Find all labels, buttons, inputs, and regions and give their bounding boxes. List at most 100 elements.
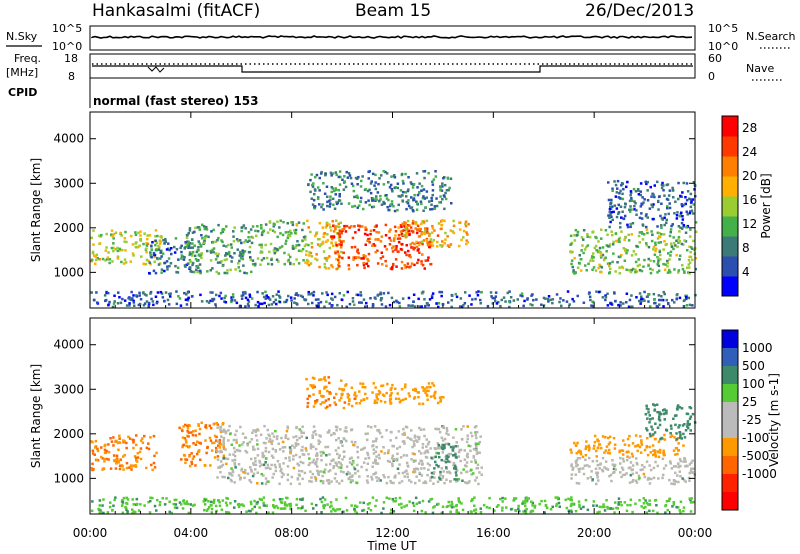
scatter-cell [211, 441, 214, 445]
scatter-cell [383, 400, 387, 404]
scatter-cell [231, 459, 234, 462]
scatter-cell [250, 235, 253, 239]
scatter-cell [448, 460, 452, 464]
scatter-cell [114, 496, 117, 499]
scatter-cell [368, 502, 371, 505]
scatter-cell [634, 268, 637, 271]
scatter-cell [431, 180, 434, 183]
scatter-cell [607, 245, 610, 248]
scatter-cell [426, 259, 430, 262]
scatter-cell [330, 235, 333, 238]
scatter-cell [321, 480, 325, 483]
scatter-cell [411, 222, 415, 225]
scatter-cell [438, 476, 441, 479]
scatter-cell [674, 453, 677, 456]
scatter-cell [390, 508, 393, 512]
scatter-cell [364, 188, 368, 191]
scatter-cell [691, 459, 694, 462]
scatter-cell [262, 474, 265, 477]
scatter-cell [256, 447, 260, 451]
scatter-cell [680, 437, 683, 440]
scatter-cell [686, 213, 689, 216]
scatter-cell [622, 439, 625, 442]
scatter-cell [297, 243, 301, 247]
scatter-cell [320, 394, 323, 398]
scatter-cell [166, 298, 170, 302]
scatter-cell [432, 506, 435, 509]
scatter-cell [650, 425, 653, 428]
scatter-cell [373, 244, 377, 247]
scatter-cell [337, 261, 341, 264]
scatter-cell [356, 469, 360, 473]
scatter-cell [513, 497, 516, 501]
scatter-cell [315, 399, 319, 402]
scatter-cell [260, 233, 264, 237]
scatter-cell [374, 238, 377, 241]
scatter-cell [371, 199, 375, 202]
scatter-cell [408, 266, 411, 269]
scatter-cell [466, 425, 469, 428]
scatter-cell [406, 475, 409, 479]
nsky-label: N.Sky [6, 30, 38, 43]
scatter-cell [398, 481, 401, 485]
scatter-cell [616, 507, 619, 510]
scatter-cell [232, 235, 235, 238]
scatter-cell [293, 301, 296, 304]
scatter-cell [274, 469, 278, 473]
scatter-cell [233, 481, 236, 484]
scatter-cell [595, 449, 598, 453]
scatter-cell [334, 509, 337, 513]
scatter-cell [219, 426, 223, 429]
scatter-cell [385, 264, 388, 268]
scatter-cell [391, 462, 394, 465]
scatter-cell [230, 298, 234, 302]
scatter-cell [396, 467, 400, 470]
scatter-cell [601, 246, 605, 249]
scatter-cell [651, 453, 655, 457]
scatter-cell [355, 505, 359, 508]
scatter-cell [220, 508, 224, 511]
scatter-cell [337, 188, 341, 192]
scatter-cell [128, 437, 132, 440]
y-tick-label: 4000 [53, 338, 84, 352]
scatter-cell [421, 499, 425, 503]
scatter-cell [247, 509, 251, 513]
scatter-cell [159, 240, 162, 243]
scatter-cell [389, 394, 392, 397]
scatter-cell [314, 257, 317, 261]
scatter-cell [286, 260, 290, 263]
scatter-cell [624, 235, 627, 239]
scatter-cell [325, 185, 329, 188]
scatter-cell [275, 437, 279, 441]
scatter-cell [682, 506, 686, 509]
scatter-cell [569, 234, 573, 238]
scatter-cell [656, 237, 660, 240]
scatter-cell [115, 462, 118, 465]
scatter-cell [645, 427, 648, 430]
scatter-cell [225, 504, 229, 507]
scatter-cell [315, 231, 319, 234]
scatter-cell [222, 447, 226, 450]
scatter-cell [242, 264, 245, 267]
scatter-cell [672, 417, 675, 420]
scatter-cell [626, 223, 629, 227]
scatter-cell [333, 295, 337, 299]
scatter-cell [207, 506, 211, 509]
scatter-cell [403, 442, 406, 445]
scatter-cell [258, 464, 262, 468]
scatter-cell [207, 235, 210, 239]
scatter-cell [629, 498, 633, 501]
scatter-cell [619, 189, 622, 193]
scatter-cell [135, 497, 139, 501]
scatter-cell [627, 239, 631, 242]
scatter-cell [445, 429, 449, 432]
scatter-cell [439, 195, 442, 198]
scatter-cell [479, 435, 482, 438]
scatter-cell [351, 205, 354, 208]
scatter-cell [333, 477, 337, 480]
scatter-cell [184, 423, 187, 427]
scatter-cell [653, 298, 656, 301]
scatter-cell [668, 478, 671, 482]
scatter-cell [320, 205, 323, 209]
scatter-cell [242, 441, 245, 444]
